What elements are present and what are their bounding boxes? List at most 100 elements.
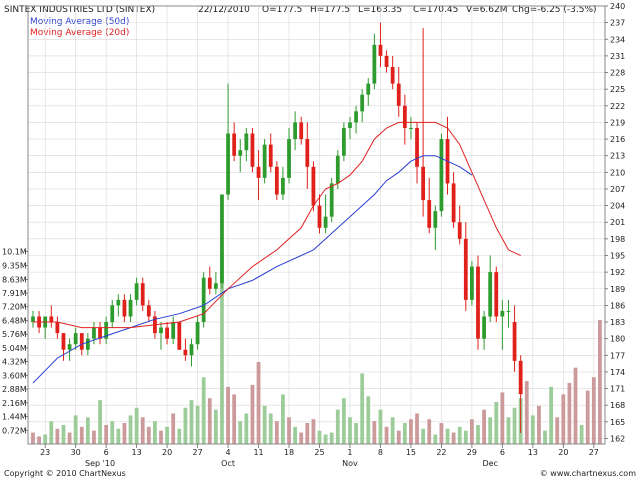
candle-body	[311, 166, 316, 206]
candlesticks	[31, 22, 523, 433]
volume-bar	[165, 426, 169, 444]
volume-bar	[360, 373, 365, 444]
candle-body	[55, 322, 60, 334]
candle-body	[293, 122, 298, 140]
volume-tick-label: 0.72M	[2, 426, 27, 435]
candle-body	[317, 205, 322, 228]
date-tick-label: 25	[314, 448, 324, 457]
date-tick-label: 13	[132, 448, 142, 457]
volume-bar	[409, 419, 413, 444]
volume-bar	[213, 409, 218, 444]
volume-bar	[73, 415, 78, 444]
date-tick-label: 13	[528, 448, 538, 457]
candle-body	[183, 349, 188, 356]
volume-bar	[354, 423, 358, 444]
price-tick-label: 225	[610, 85, 625, 94]
date-tick-label: 11	[253, 448, 263, 457]
volume-bar	[226, 386, 230, 444]
candle-body	[85, 338, 90, 350]
candle-body	[360, 94, 365, 112]
header-volume: V=6.62M	[466, 5, 508, 15]
volume-bar	[43, 434, 48, 444]
ma20-line	[33, 121, 521, 329]
candle-body	[250, 133, 255, 167]
volume-bar	[146, 426, 151, 444]
volume-bar	[317, 430, 322, 444]
candle-body	[256, 166, 261, 178]
volume-bar	[561, 394, 566, 444]
volume-bar	[104, 424, 109, 444]
date-tick-label: 22	[436, 448, 446, 457]
candle-body	[213, 283, 218, 289]
volume-bar	[311, 419, 316, 444]
volume-bar	[476, 424, 480, 444]
candle-body	[287, 139, 291, 178]
candle-body	[116, 299, 121, 306]
candle-body	[421, 166, 426, 201]
candle-body	[98, 327, 102, 339]
volume-bar	[232, 394, 237, 444]
volume-tick-label: 1.44M	[2, 413, 27, 422]
volume-bar	[579, 424, 584, 444]
volume-bar	[470, 419, 474, 444]
volume-bar	[250, 384, 255, 444]
header-date: 22/12/2010	[198, 5, 250, 15]
candle-body	[384, 55, 389, 67]
price-tick-label: 195	[610, 251, 625, 260]
volume-tick-label: 2.16M	[2, 399, 27, 408]
volume-bar	[439, 423, 444, 444]
price-tick-label: 165	[610, 418, 625, 427]
date-tick-label: 4	[226, 448, 231, 457]
candle-body	[220, 194, 224, 284]
volume-bar	[591, 377, 596, 444]
volume-bar	[122, 423, 127, 444]
price-tick-label: 177	[610, 351, 625, 360]
price-tick-label: 192	[610, 268, 625, 277]
volume-bar	[61, 424, 66, 444]
volume-bar	[159, 430, 163, 444]
volume-bar	[384, 426, 389, 444]
volume-bar	[585, 390, 590, 444]
volume-tick-label: 2.88M	[2, 385, 27, 394]
volume-bar	[287, 417, 291, 444]
month-label: Nov	[342, 459, 358, 468]
volume-bar	[238, 421, 243, 444]
volume-bar	[598, 320, 602, 444]
price-tick-label: 228	[610, 69, 625, 78]
candle-body	[348, 122, 352, 128]
candle-body	[518, 360, 523, 395]
volume-bar	[488, 417, 493, 444]
month-label: Dec	[482, 459, 497, 468]
candle-body	[451, 183, 456, 223]
price-tick-label: 213	[610, 152, 625, 161]
volume-bar	[402, 423, 407, 444]
price-tick-label: 240	[610, 2, 625, 11]
candle-body	[506, 310, 511, 312]
candle-body	[494, 272, 499, 317]
volume-bar	[506, 417, 511, 444]
price-tick-label: 168	[610, 401, 625, 410]
volume-bar	[31, 432, 35, 444]
volume-bar	[67, 432, 72, 444]
candle-body	[335, 155, 340, 184]
volume-tick-label: 5.76M	[2, 330, 27, 339]
price-tick-label: 219	[610, 118, 625, 127]
volume-bar	[348, 417, 352, 444]
header-stock-name: SINTEX INDUSTRIES LTD (SINTEX)	[4, 5, 155, 15]
candle-body	[482, 316, 486, 339]
legend-ma20: Moving Average (20d)	[30, 28, 129, 38]
candle-body	[500, 310, 505, 317]
volume-bar	[274, 421, 279, 444]
candle-body	[409, 127, 413, 129]
volume-bar	[494, 402, 499, 444]
volume-bar	[37, 436, 41, 444]
candle-body	[402, 105, 407, 128]
candle-body	[67, 344, 72, 350]
candle-body	[299, 122, 304, 140]
volume-bar	[549, 386, 554, 444]
candle-body	[92, 327, 96, 339]
candle-body	[226, 133, 230, 195]
candle-body	[146, 305, 151, 317]
volume-bar	[177, 428, 182, 444]
candle-body	[488, 272, 493, 317]
